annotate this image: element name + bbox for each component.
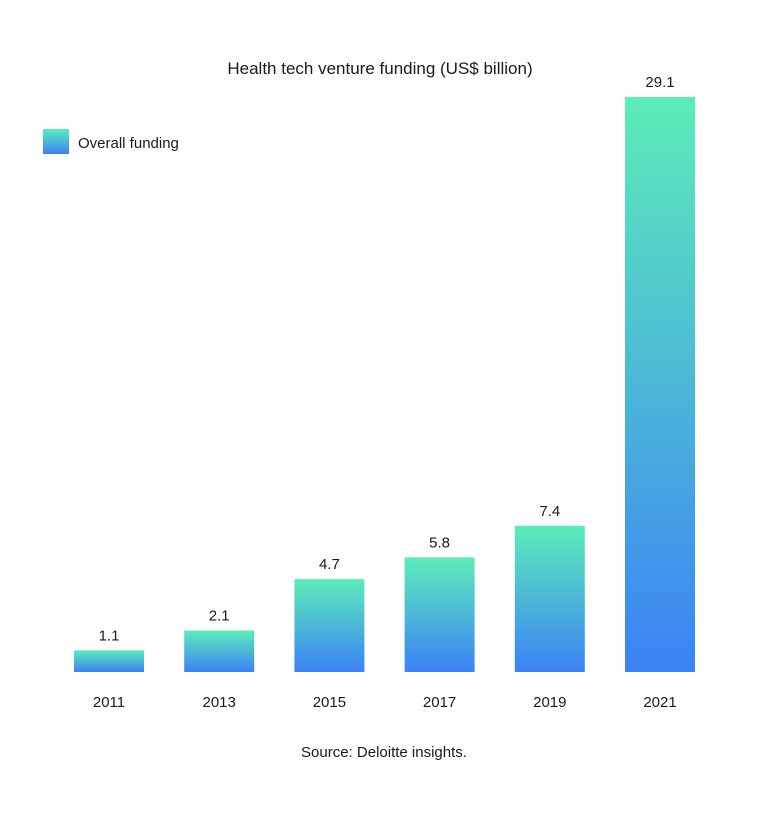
legend-swatch bbox=[43, 129, 69, 154]
x-tick-label-2013: 2013 bbox=[203, 694, 236, 711]
x-tick-label-2021: 2021 bbox=[643, 694, 676, 711]
x-axis-ticks: 2011 2013 2015 2017 2019 2021 bbox=[93, 694, 677, 711]
bar-2021 bbox=[625, 97, 695, 672]
chart-title: Health tech venture funding (US$ billion… bbox=[227, 59, 532, 78]
data-label-2013: 2.1 bbox=[209, 608, 230, 625]
legend: Overall funding bbox=[43, 129, 179, 154]
x-tick-label-2015: 2015 bbox=[313, 694, 346, 711]
data-label-2019: 7.4 bbox=[539, 503, 560, 520]
data-label-2017: 5.8 bbox=[429, 534, 450, 551]
x-tick-label-2017: 2017 bbox=[423, 694, 456, 711]
x-tick-label-2011: 2011 bbox=[93, 694, 125, 711]
bar-2019 bbox=[514, 525, 585, 672]
legend-label: Overall funding bbox=[78, 135, 179, 152]
bar-2015 bbox=[294, 579, 365, 672]
data-label-2015: 4.7 bbox=[319, 556, 340, 573]
source-note: Source: Deloitte insights. bbox=[301, 744, 467, 761]
data-label-2011: 1.1 bbox=[99, 627, 120, 644]
bar-2013 bbox=[184, 630, 255, 672]
data-labels-group: 1.1 2.1 4.7 5.8 7.4 29.1 bbox=[99, 74, 675, 644]
bar-2011 bbox=[74, 650, 144, 672]
bars-group bbox=[74, 97, 695, 672]
x-tick-label-2019: 2019 bbox=[533, 694, 566, 711]
data-label-2021: 29.1 bbox=[645, 74, 674, 91]
bar-2017 bbox=[404, 557, 475, 672]
